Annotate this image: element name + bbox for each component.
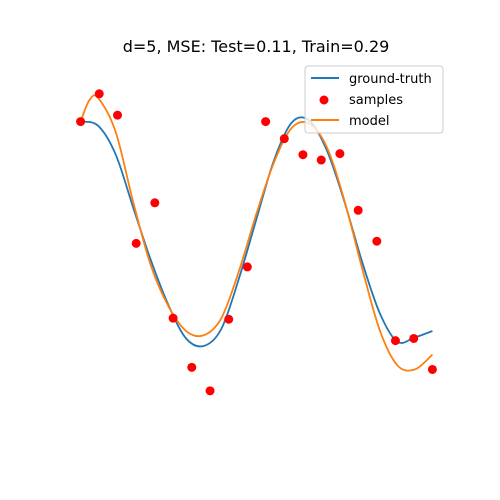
legend-frame xyxy=(304,65,444,134)
sample-point xyxy=(279,134,289,144)
legend-swatch-samples xyxy=(319,95,329,105)
chart-title: d=5, MSE: Test=0.11, Train=0.29 xyxy=(123,37,390,56)
sample-point xyxy=(131,238,141,248)
sample-point xyxy=(316,155,326,165)
sample-point xyxy=(168,313,178,323)
series-line-model xyxy=(79,94,434,372)
sample-point xyxy=(353,205,363,215)
sample-point xyxy=(409,333,419,343)
legend: ground-truth samples model xyxy=(304,65,444,134)
plot-area xyxy=(76,89,437,396)
sample-point xyxy=(224,314,234,324)
sample-point xyxy=(390,336,400,346)
legend-label-model: model xyxy=(349,114,389,129)
sample-point xyxy=(94,89,104,99)
legend-label-samples: samples xyxy=(349,93,403,108)
sample-point xyxy=(427,364,437,374)
sample-point xyxy=(335,149,345,159)
sample-point xyxy=(187,362,197,372)
sample-point xyxy=(372,236,382,246)
sample-point xyxy=(298,150,308,160)
sample-point xyxy=(76,117,86,127)
sample-point xyxy=(150,198,160,208)
sample-point xyxy=(242,262,252,272)
sample-point xyxy=(261,117,271,127)
legend-label-ground-truth: ground-truth xyxy=(349,72,432,87)
sample-point xyxy=(113,110,123,120)
sample-point xyxy=(205,386,215,396)
